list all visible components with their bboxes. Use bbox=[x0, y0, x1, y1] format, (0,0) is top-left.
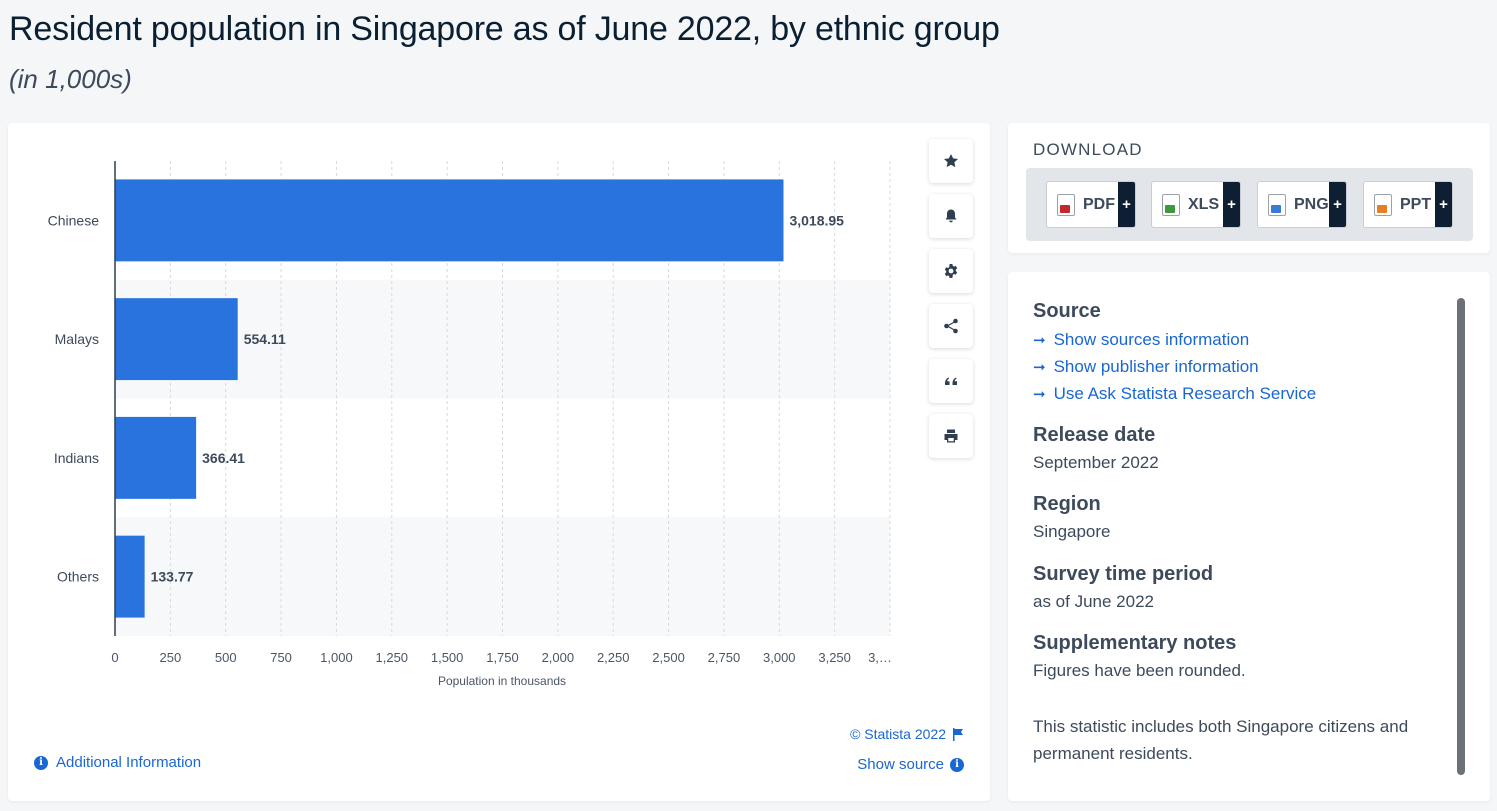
tick-label: 3,250 bbox=[818, 650, 851, 665]
data-label: 554.11 bbox=[244, 331, 286, 347]
download-card: DOWNLOAD PDF + XLS + PNG + PPT + bbox=[1008, 123, 1490, 253]
page-subtitle: (in 1,000s) bbox=[9, 64, 132, 94]
supplementary-notes-value: Figures have been rounded. bbox=[1033, 661, 1246, 680]
tick-label: 0 bbox=[111, 650, 118, 665]
survey-period-value: as of June 2022 bbox=[1033, 592, 1154, 611]
tick-label: 2,750 bbox=[708, 650, 741, 665]
arrow-right-icon: ➞ bbox=[1033, 332, 1046, 349]
category-label: Chinese bbox=[48, 212, 100, 228]
tick-label: 250 bbox=[160, 650, 182, 665]
arrow-right-icon: ➞ bbox=[1033, 359, 1046, 376]
additional-information-label: Additional Information bbox=[56, 754, 202, 771]
chart-card: 3,018.95 Chinese 554.11 Malays 366.41 Indians… bbox=[8, 123, 990, 801]
download-bar: PDF + XLS + PNG + PPT + bbox=[1026, 168, 1473, 241]
info-icon: i bbox=[950, 757, 964, 772]
download-xls-button[interactable]: XLS + bbox=[1151, 181, 1241, 228]
show-source-link[interactable]: Show source i bbox=[857, 756, 964, 773]
download-pdf-label: PDF bbox=[1083, 195, 1115, 213]
region-heading: Region bbox=[1033, 493, 1101, 515]
ask-statista-link[interactable]: ➞ Use Ask Statista Research Service bbox=[1033, 384, 1316, 404]
ppt-file-icon bbox=[1374, 193, 1392, 216]
bar bbox=[115, 535, 145, 618]
download-ppt-button[interactable]: PPT + bbox=[1363, 181, 1453, 228]
bell-icon bbox=[945, 209, 957, 223]
download-pdf-button[interactable]: PDF + bbox=[1046, 181, 1136, 228]
bar bbox=[115, 298, 238, 381]
quote-icon bbox=[945, 377, 957, 385]
star-icon bbox=[944, 154, 958, 168]
copyright[interactable]: © Statista 2022 bbox=[850, 726, 964, 742]
xls-file-icon bbox=[1162, 193, 1180, 216]
plus-icon[interactable]: + bbox=[1223, 182, 1240, 227]
tick-label: 500 bbox=[215, 650, 237, 665]
download-png-label: PNG bbox=[1294, 195, 1329, 213]
share-icon bbox=[944, 318, 958, 334]
download-heading: DOWNLOAD bbox=[1033, 140, 1143, 159]
tick-label: 1,500 bbox=[431, 650, 464, 665]
data-label: 3,018.95 bbox=[789, 212, 844, 228]
bookmark-button[interactable] bbox=[929, 139, 973, 183]
bar bbox=[115, 179, 784, 262]
tick-label: 2,000 bbox=[542, 650, 575, 665]
data-label: 133.77 bbox=[151, 569, 194, 585]
tick-label: 2,250 bbox=[597, 650, 630, 665]
info-icon: i bbox=[34, 755, 48, 770]
supplementary-notes-extra: This statistic includes both Singapore c… bbox=[1033, 717, 1409, 763]
additional-information-link[interactable]: i Additional Information bbox=[34, 754, 201, 771]
tick-label: 1,750 bbox=[486, 650, 519, 665]
category-label: Malays bbox=[55, 331, 99, 347]
tick-label: 3,… bbox=[868, 650, 892, 665]
show-sources-link[interactable]: ➞ Show sources information bbox=[1033, 330, 1249, 350]
page-title: Resident population in Singapore as of J… bbox=[9, 10, 1000, 48]
release-date-value: September 2022 bbox=[1033, 453, 1159, 472]
download-ppt-label: PPT bbox=[1400, 195, 1432, 213]
show-sources-label: Show sources information bbox=[1053, 330, 1250, 349]
ask-statista-label: Use Ask Statista Research Service bbox=[1053, 384, 1317, 403]
category-label: Indians bbox=[54, 450, 99, 466]
share-button[interactable] bbox=[929, 304, 973, 348]
tick-label: 1,250 bbox=[376, 650, 409, 665]
show-publisher-label: Show publisher information bbox=[1053, 357, 1259, 376]
show-source-label: Show source bbox=[857, 756, 944, 773]
show-publisher-link[interactable]: ➞ Show publisher information bbox=[1033, 357, 1259, 377]
source-heading: Source bbox=[1033, 300, 1101, 322]
notification-button[interactable] bbox=[929, 194, 973, 238]
gear-icon bbox=[944, 264, 958, 278]
plus-icon[interactable]: + bbox=[1329, 182, 1346, 227]
tick-label: 1,000 bbox=[320, 650, 353, 665]
flag-icon bbox=[953, 727, 963, 741]
statistic-info-card: Source ➞ Show sources information ➞ Show… bbox=[1008, 272, 1490, 801]
x-axis-title: Population in thousands bbox=[438, 674, 566, 688]
plus-icon[interactable]: + bbox=[1118, 182, 1135, 227]
region-value: Singapore bbox=[1033, 522, 1111, 541]
supplementary-notes-heading: Supplementary notes bbox=[1033, 632, 1237, 654]
download-png-button[interactable]: PNG + bbox=[1257, 181, 1347, 228]
scrollbar[interactable] bbox=[1457, 298, 1465, 775]
pdf-file-icon bbox=[1057, 193, 1075, 216]
print-icon bbox=[944, 429, 958, 443]
data-label: 366.41 bbox=[202, 450, 245, 466]
bar-chart: 3,018.95 Chinese 554.11 Malays 366.41 Indians… bbox=[48, 161, 892, 688]
arrow-right-icon: ➞ bbox=[1033, 386, 1046, 403]
release-date-heading: Release date bbox=[1033, 424, 1156, 446]
category-label: Others bbox=[57, 569, 99, 585]
tick-label: 2,500 bbox=[652, 650, 685, 665]
settings-button[interactable] bbox=[929, 249, 973, 293]
download-xls-label: XLS bbox=[1188, 195, 1220, 213]
tick-label: 3,000 bbox=[763, 650, 796, 665]
print-button[interactable] bbox=[929, 414, 973, 458]
survey-period-heading: Survey time period bbox=[1033, 563, 1214, 585]
plus-icon[interactable]: + bbox=[1435, 182, 1452, 227]
copyright-text: © Statista 2022 bbox=[850, 726, 946, 742]
tick-label: 750 bbox=[270, 650, 292, 665]
png-file-icon bbox=[1268, 193, 1286, 216]
cite-button[interactable] bbox=[929, 359, 973, 403]
bar bbox=[115, 416, 197, 499]
